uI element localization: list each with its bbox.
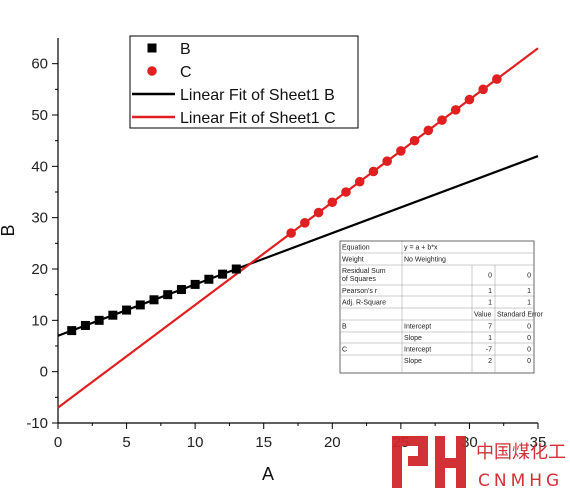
data-point-circle <box>354 176 365 187</box>
data-point-circle <box>437 115 447 125</box>
data-point-square <box>231 264 241 274</box>
y-tick-label: -10 <box>26 415 48 432</box>
y-tick-label: 20 <box>31 261 48 278</box>
table-cell: 1 <box>527 288 531 295</box>
watermark-mark-bar <box>435 458 465 468</box>
data-point-circle <box>409 135 420 146</box>
data-point-square <box>218 269 228 279</box>
y-axis-title: B <box>0 224 18 236</box>
y-tick-label: 40 <box>31 158 48 175</box>
y-tick-label: 50 <box>31 107 48 124</box>
data-point-circle <box>327 197 338 208</box>
y-tick-label: 0 <box>40 364 48 381</box>
table-cell: Slope <box>404 358 422 365</box>
table-cell: 7 <box>488 324 492 331</box>
table-cell: -7 <box>486 347 492 354</box>
data-point-square <box>190 279 200 289</box>
legend-label: C <box>180 64 192 81</box>
y-tick-label: 60 <box>31 56 48 73</box>
table-cell: 0 <box>527 273 531 280</box>
legend-marker-square <box>147 43 157 53</box>
x-tick-label: 0 <box>54 434 62 451</box>
data-point-circle <box>396 146 406 156</box>
table-cell: 0 <box>527 347 531 354</box>
table-cell: Residual Sum <box>342 268 386 275</box>
x-tick-label: 10 <box>187 434 204 451</box>
legend-box <box>129 35 359 129</box>
table-cell: 0 <box>488 273 492 280</box>
table-cell: Pearson's r <box>342 288 378 295</box>
data-point-square <box>204 274 214 284</box>
data-point-square <box>67 326 77 336</box>
data-point-square <box>94 315 104 325</box>
data-point-circle <box>464 94 475 105</box>
x-tick-label: 20 <box>324 434 341 451</box>
x-tick-label: 5 <box>122 434 130 451</box>
data-point-square <box>163 290 173 300</box>
table-cell: Weight <box>342 257 364 264</box>
watermark-chinese-text: 中国煤化工 <box>476 442 566 463</box>
data-point-circle <box>450 105 461 115</box>
data-point-circle <box>492 74 502 84</box>
data-point-square <box>176 285 186 295</box>
data-point-circle <box>478 84 488 95</box>
data-point-circle <box>313 207 324 218</box>
table-cell: 1 <box>488 288 492 295</box>
table-cell: 1 <box>488 335 492 342</box>
table-cell: Equation <box>342 245 370 252</box>
data-point-circle <box>368 166 379 177</box>
table-cell: Slope <box>404 335 422 342</box>
legend-label: Linear Fit of Sheet1 C <box>180 110 336 127</box>
data-point-square <box>122 305 132 315</box>
legend-label: B <box>180 41 191 58</box>
legend-label: Linear Fit of Sheet1 B <box>180 87 335 104</box>
data-point-circle <box>286 228 296 238</box>
table-cell: B <box>342 324 347 331</box>
data-point-square <box>135 300 145 310</box>
table-cell: Intercept <box>404 324 431 331</box>
table-cell: 0 <box>527 324 531 331</box>
data-point-square <box>80 320 90 330</box>
legend-marker-circle <box>147 66 157 76</box>
table-cell: C <box>342 347 347 354</box>
table-cell: No Weighting <box>404 257 446 264</box>
table-cell: Intercept <box>404 347 431 354</box>
table-cell: 0 <box>527 358 531 365</box>
x-tick-label: 15 <box>255 434 272 451</box>
table-cell: 1 <box>488 300 492 307</box>
watermark-mark-bar <box>456 436 466 488</box>
fit-table <box>339 240 535 374</box>
table-cell: of Squares <box>342 276 376 283</box>
data-point-circle <box>423 125 434 136</box>
watermark-mark-bar <box>408 456 426 466</box>
watermark-mark-bar <box>392 436 426 446</box>
x-tick-label: 35 <box>530 434 547 451</box>
table-cell: Adj. R-Square <box>342 300 386 307</box>
table-cell: y = a + b*x <box>404 245 438 252</box>
data-point-square <box>108 310 118 320</box>
table-cell: Value <box>474 312 491 319</box>
data-point-circle <box>382 156 392 166</box>
watermark-mark-bar <box>392 436 402 488</box>
watermark-logo: 中国煤化工 CNMHG <box>392 436 566 491</box>
table-cell: 1 <box>527 300 531 307</box>
watermark-latin-text: CNMHG <box>478 471 563 491</box>
data-point-circle <box>300 218 310 228</box>
watermark-mark-bar <box>418 436 428 466</box>
table-cell: Standard Error <box>497 312 544 319</box>
data-point-square <box>149 295 159 305</box>
data-point-circle <box>341 187 351 197</box>
y-tick-label: 30 <box>31 210 48 227</box>
x-axis-title: A <box>262 464 274 484</box>
table-cell: 2 <box>488 358 492 365</box>
y-tick-label: 10 <box>31 312 48 329</box>
table-cell: 0 <box>527 335 531 342</box>
